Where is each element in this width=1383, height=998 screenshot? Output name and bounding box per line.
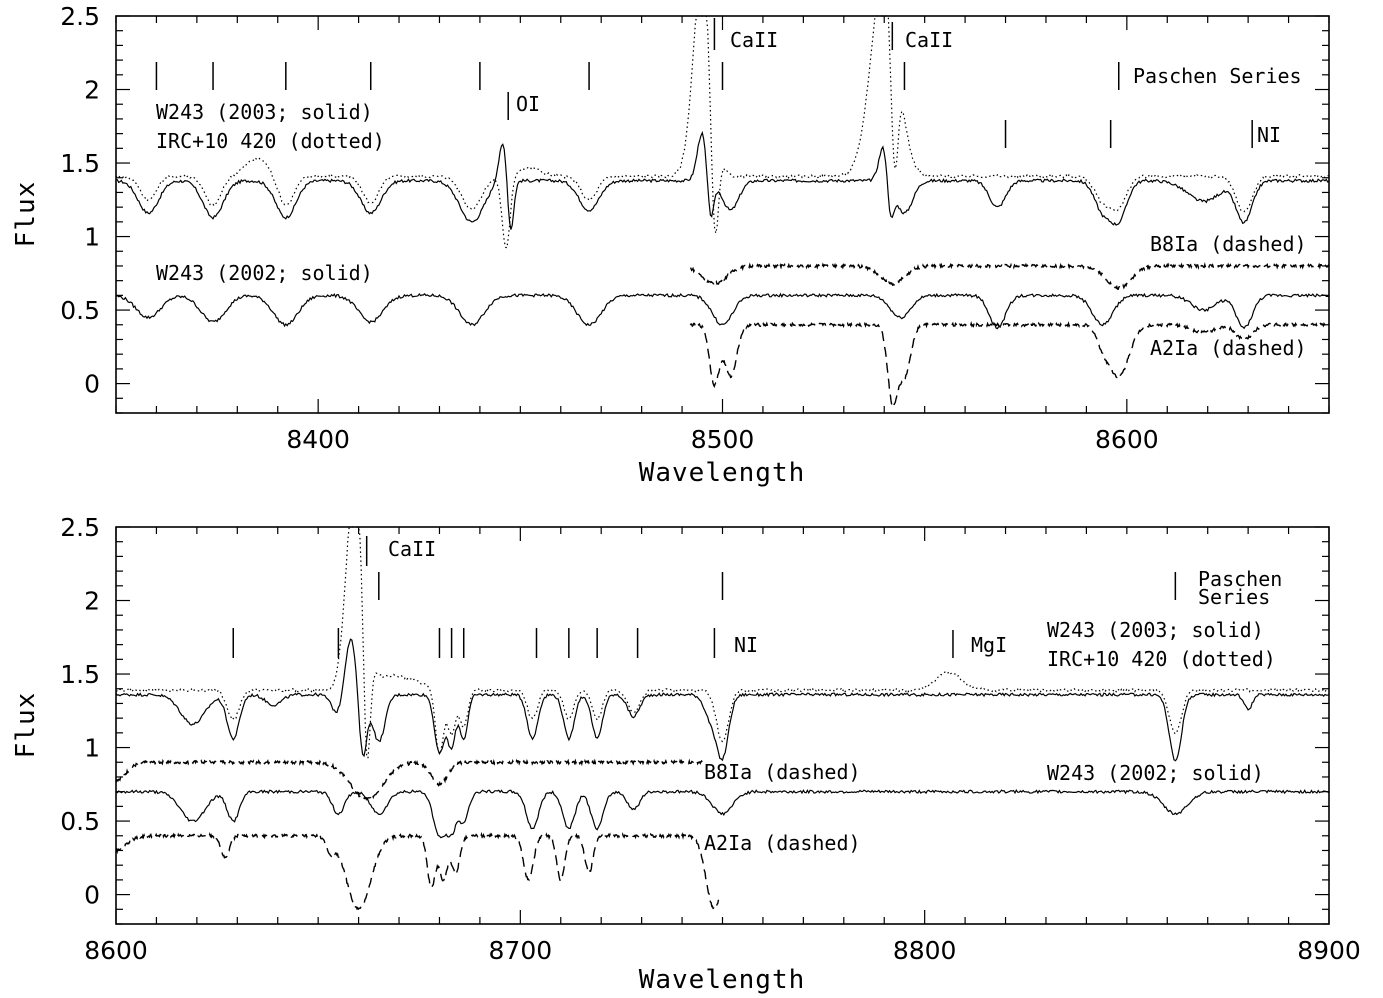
legend2-w243-2002: W243 (2002; solid) (1047, 761, 1264, 785)
bottom-x-tick-label: 8700 (489, 936, 553, 965)
top-panel-ticks (115, 15, 1330, 414)
bottom-y-tick-label: 1 (84, 734, 100, 763)
bottom-x-tick-label: 8800 (893, 936, 957, 965)
top-series-2 (115, 292, 1330, 330)
bottom-ni-label: NI (734, 633, 758, 657)
top-caii-label-2: CaII (905, 28, 953, 52)
bottom-y-tick-label: 2 (84, 587, 100, 616)
bottom-series-2 (115, 789, 1330, 839)
top-series-4 (689, 320, 1330, 410)
top-y-tick-label: 0 (84, 370, 100, 399)
top-x-axis-label: Wavelength (639, 458, 806, 488)
bottom-panel-spectra (115, 526, 1330, 911)
legend2-a2ia: A2Ia (dashed) (704, 831, 861, 855)
legend-w243-2003: W243 (2003; solid) (156, 100, 373, 124)
bottom-paschen-label-1: Paschen (1198, 567, 1282, 591)
bottom-y-axis-label: Flux (11, 692, 41, 759)
top-panel-spectra (115, 15, 1330, 410)
bottom-y-tick-label: 0 (84, 881, 100, 910)
bottom-y-tick-label: 0.5 (60, 807, 100, 836)
bottom-panel-line-markers (232, 536, 1177, 658)
top-y-tick-label: 2 (84, 76, 100, 105)
legend2-w243-2003: W243 (2003; solid) (1047, 618, 1264, 642)
bottom-x-tick-label: 8600 (84, 936, 148, 965)
bottom-x-tick-label: 8900 (1297, 936, 1361, 965)
bottom-y-tick-label: 1.5 (60, 660, 100, 689)
top-y-tick-label: 1 (84, 223, 100, 252)
top-series-3 (690, 262, 1330, 290)
top-y-tick-label: 2.5 (60, 2, 100, 31)
top-series-0 (116, 130, 1330, 230)
top-panel-line-markers (155, 18, 1253, 148)
top-oi-label: OI (516, 92, 540, 116)
bottom-series-1 (115, 526, 1330, 759)
top-y-tick-label: 0.5 (60, 296, 100, 325)
bottom-series-0 (115, 638, 1330, 762)
top-caii-label-1: CaII (730, 28, 778, 52)
top-ni-label: NI (1257, 123, 1281, 147)
top-x-tick-label: 8500 (691, 425, 755, 454)
top-panel: 8400 8500 8600 0 0.5 1 1.5 2 2.5 Wavelength Flux… (11, 2, 1330, 488)
top-y-tick-label: 1.5 (60, 149, 100, 178)
legend2-irc-dotted: IRC+10 420 (dotted) (1047, 647, 1276, 671)
top-x-tick-label: 8600 (1095, 425, 1159, 454)
legend-b8ia: B8Ia (dashed) (1150, 232, 1307, 256)
legend-irc-dotted: IRC+10 420 (dotted) (156, 129, 385, 153)
legend2-b8ia: B8Ia (dashed) (704, 760, 861, 784)
bottom-panel-tick-labels: 8600 8700 8800 8900 0 0.5 1 1.5 2 2.5 (60, 513, 1361, 965)
top-x-tick-label: 8400 (286, 425, 350, 454)
bottom-x-axis-label: Wavelength (639, 965, 806, 995)
bottom-series-3 (115, 758, 703, 801)
top-series-1 (115, 15, 1330, 249)
legend-a2ia: A2Ia (dashed) (1150, 336, 1307, 360)
bottom-series-4 (115, 831, 720, 911)
bottom-y-tick-label: 2.5 (60, 513, 100, 542)
top-y-axis-label: Flux (11, 181, 41, 248)
top-paschen-label: Paschen Series (1133, 64, 1302, 88)
legend-w243-2002: W243 (2002; solid) (156, 261, 373, 285)
top-panel-tick-labels: 8400 8500 8600 0 0.5 1 1.5 2 2.5 (60, 2, 1158, 454)
bottom-caii-label: CaII (388, 537, 436, 561)
bottom-paschen-label-2: Series (1198, 585, 1270, 609)
bottom-mgi-label: MgI (971, 633, 1007, 657)
bottom-panel-ticks (115, 526, 1330, 925)
